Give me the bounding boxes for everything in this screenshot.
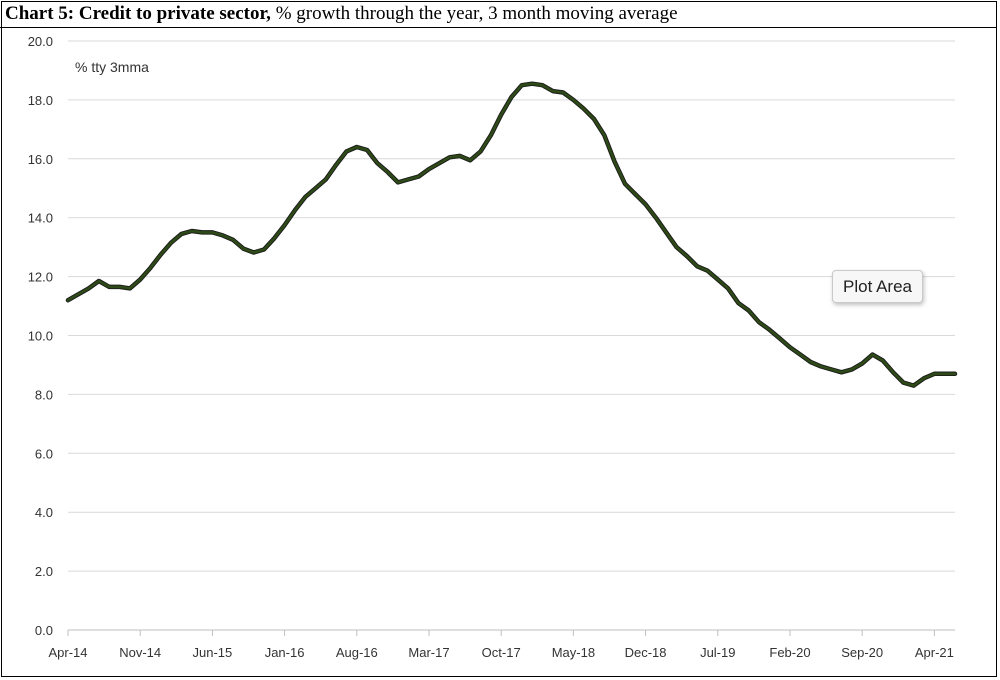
x-tick-label: Jan-16: [265, 645, 305, 660]
y-tick-label: 6.0: [35, 446, 53, 461]
y-tick-label: 14.0: [28, 211, 53, 226]
chart-title: Chart 5: Credit to private sector, % gro…: [5, 3, 678, 25]
y-tick-label: 2.0: [35, 564, 53, 579]
y-tick-label: 10.0: [28, 329, 53, 344]
y-tick-label: 8.0: [35, 387, 53, 402]
chart-title-bold: Chart 5: Credit to private sector,: [5, 3, 271, 24]
y-tick-label: 4.0: [35, 505, 53, 520]
x-tick-label: Feb-20: [769, 645, 810, 660]
y-tick-label: 18.0: [28, 93, 53, 108]
y-tick-label: 12.0: [28, 270, 53, 285]
x-tick-label: Sep-20: [841, 645, 883, 660]
x-tick-label: Dec-18: [625, 645, 667, 660]
series-line-outline: [65, 81, 958, 388]
y-tick-label: 20.0: [28, 34, 53, 49]
x-tick-label: May-18: [552, 645, 595, 660]
x-tick-label: Nov-14: [119, 645, 161, 660]
plot-area-tooltip: Plot Area: [832, 270, 923, 303]
chart-title-rest: % growth through the year, 3 month movin…: [270, 3, 678, 24]
x-tick-label: Mar-17: [408, 645, 449, 660]
x-tick-label: Jul-19: [700, 645, 735, 660]
y-tick-label: 0.0: [35, 623, 53, 638]
y-tick-label: 16.0: [28, 152, 53, 167]
y-axis-label: % tty 3mma: [75, 59, 149, 75]
chart-title-bar: Chart 5: Credit to private sector, % gro…: [0, 0, 996, 28]
x-tick-label: Aug-16: [336, 645, 378, 660]
series-line: [66, 82, 957, 387]
x-tick-label: Apr-21: [915, 645, 954, 660]
x-tick-label: Jun-15: [193, 645, 233, 660]
x-tick-label: Oct-17: [482, 645, 521, 660]
x-tick-label: Apr-14: [48, 645, 87, 660]
